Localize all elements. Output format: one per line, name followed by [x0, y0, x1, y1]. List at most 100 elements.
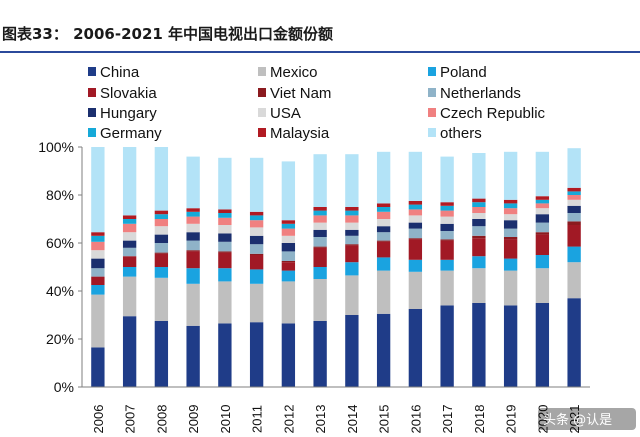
bar-2019-viet-nam	[503, 237, 518, 240]
bar-2010-hungary	[218, 233, 232, 242]
bar-2011-others	[249, 157, 264, 212]
bar-2016-malaysia	[408, 201, 423, 205]
bar-2007-malaysia	[122, 215, 137, 219]
bar-2006-slovakia	[91, 276, 105, 285]
bar-2018-hungary	[472, 219, 486, 227]
bar-2013-germany	[313, 210, 327, 216]
bar-2011-netherlands	[249, 244, 264, 254]
bar-2008-viet-nam	[154, 252, 169, 254]
bar-2021-usa	[567, 199, 581, 206]
bar-2019-malaysia	[503, 199, 518, 204]
bar-2020-usa	[535, 208, 550, 215]
bar-2013-slovakia	[313, 247, 327, 267]
legend-swatch-12	[428, 128, 436, 137]
bar-2013-china	[313, 321, 327, 387]
bar-2017-viet-nam	[440, 239, 454, 241]
bar-2016-others	[408, 151, 423, 201]
bar-2017-malaysia	[440, 202, 454, 206]
x-tick-label: 2009	[186, 405, 201, 434]
bar-2017-czech-republic	[440, 210, 454, 217]
legend-label-3: Poland	[440, 64, 487, 81]
bar-stack-2017	[440, 156, 454, 387]
bar-2015-china	[376, 313, 391, 387]
legend-swatch-9	[428, 108, 436, 117]
bar-2009-mexico	[186, 283, 200, 326]
bar-2017-netherlands	[440, 231, 454, 240]
bar-2020-hungary	[535, 214, 550, 223]
bar-2020-viet-nam	[535, 232, 550, 235]
bar-2007-others	[122, 147, 137, 216]
bar-2010-viet-nam	[218, 251, 232, 253]
bar-2012-netherlands	[281, 251, 296, 261]
bar-2010-slovakia	[218, 252, 232, 269]
bar-2014-hungary	[345, 229, 359, 236]
bar-2007-hungary	[122, 240, 137, 248]
bar-2011-usa	[249, 227, 264, 236]
bar-2008-malaysia	[154, 210, 169, 215]
bar-2013-czech-republic	[313, 215, 327, 223]
bar-2008-czech-republic	[154, 219, 169, 227]
bar-2012-others	[281, 161, 296, 221]
bar-2009-hungary	[186, 232, 200, 241]
bar-2014-others	[345, 154, 359, 207]
bar-2006-czech-republic	[91, 241, 105, 251]
x-tick-label: 2007	[123, 405, 138, 434]
x-tick-label: 2014	[345, 405, 360, 434]
bar-stack-2013	[313, 154, 327, 387]
bar-2019-china	[503, 305, 518, 387]
legend-swatch-10	[88, 128, 96, 137]
bar-2015-usa	[376, 219, 391, 227]
watermark-text: 头条 @认是	[543, 412, 612, 428]
bar-2012-czech-republic	[281, 228, 296, 236]
y-axis: 0% 20% 40% 60% 80% 100%	[38, 139, 83, 395]
bar-2021-netherlands	[567, 213, 581, 222]
bar-2009-usa	[186, 223, 200, 233]
bar-2019-poland	[503, 258, 518, 271]
bar-stack-2006	[91, 147, 105, 387]
legend-swatch-1	[88, 67, 96, 76]
bar-2019-usa	[503, 214, 518, 221]
bar-2006-mexico	[91, 294, 105, 348]
bar-2010-usa	[218, 225, 232, 234]
bar-2021-china	[567, 298, 581, 387]
legend-label-11: Malaysia	[270, 125, 330, 142]
bar-2021-czech-republic	[567, 195, 581, 200]
bar-2008-mexico	[154, 277, 169, 321]
bar-2021-slovakia	[567, 225, 581, 247]
bar-2018-usa	[472, 213, 486, 219]
bar-2019-netherlands	[503, 228, 518, 237]
bar-stack-2010	[218, 157, 232, 387]
y-tick-label: 0%	[54, 379, 74, 395]
x-tick-label: 2017	[440, 405, 455, 434]
bar-2009-malaysia	[186, 208, 200, 212]
bar-2007-czech-republic	[122, 223, 137, 233]
bar-stack-2009	[186, 156, 200, 387]
bar-2013-mexico	[313, 279, 327, 321]
bar-2017-china	[440, 305, 454, 387]
bar-2014-netherlands	[345, 235, 359, 245]
bar-2018-slovakia	[472, 238, 486, 257]
bar-2009-germany	[186, 211, 200, 217]
bar-2016-slovakia	[408, 239, 423, 260]
watermark-backdrop	[538, 408, 636, 430]
bar-2011-china	[249, 322, 264, 387]
bar-2010-mexico	[218, 281, 232, 324]
bar-2006-china	[91, 347, 105, 387]
bar-2008-poland	[154, 267, 169, 278]
bar-2013-others	[313, 154, 327, 207]
bar-2006-malaysia	[91, 232, 105, 236]
bar-2018-china	[472, 303, 486, 387]
bar-stack-2021	[567, 148, 581, 387]
x-tick-label: 2020	[535, 405, 550, 434]
x-tick-label: 2006	[91, 405, 106, 434]
bar-2014-germany	[345, 210, 359, 216]
bar-2014-usa	[345, 222, 359, 230]
bar-2018-viet-nam	[472, 235, 486, 239]
bar-2020-germany	[535, 199, 550, 204]
x-tick-label: 2015	[377, 405, 392, 434]
bar-2012-hungary	[281, 243, 296, 252]
bar-stack-2018	[472, 153, 486, 387]
legend-swatch-5	[258, 88, 266, 97]
bar-2008-china	[154, 321, 169, 387]
y-tick-label: 80%	[46, 187, 74, 203]
